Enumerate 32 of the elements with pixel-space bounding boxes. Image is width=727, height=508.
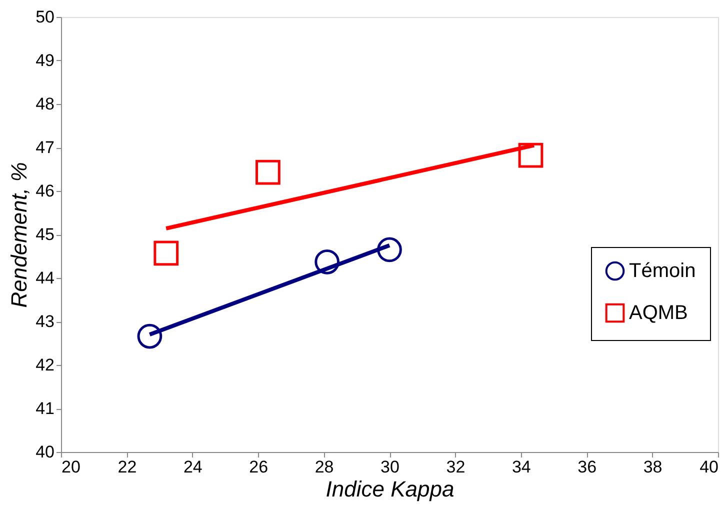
x-tick-label: 32 <box>446 458 466 476</box>
x-tick-label: 28 <box>314 458 334 476</box>
legend-label: AQMB <box>629 302 688 324</box>
x-axis-title: Indice Kappa <box>326 476 454 502</box>
y-tick-label: 48 <box>36 94 54 114</box>
y-tick-label: 42 <box>36 356 54 374</box>
point <box>518 142 544 168</box>
y-tick-label: 40 <box>36 442 54 462</box>
x-tick-label: 20 <box>62 458 80 476</box>
x-tick-label: 26 <box>249 458 268 476</box>
point <box>314 249 340 274</box>
y-tick-label: 50 <box>36 8 54 26</box>
y-axis-title: Rendement, % <box>6 162 32 308</box>
legend-label: Témoin <box>629 260 696 282</box>
y-tick-label: 45 <box>36 225 54 244</box>
y-tick-label: 43 <box>36 312 54 331</box>
y-tick-label: 46 <box>36 182 54 200</box>
y-tick-label: 44 <box>36 268 54 288</box>
x-tick-label: 34 <box>512 458 531 476</box>
x-tick-label: 24 <box>183 458 202 476</box>
y-tick-label: 47 <box>36 138 54 157</box>
x-tick-label: 38 <box>643 458 662 476</box>
y-tick-label: 49 <box>36 51 54 70</box>
x-tick-label: 40 <box>700 458 718 476</box>
point <box>256 160 280 185</box>
y-tick-label: 41 <box>36 399 54 418</box>
point <box>154 240 179 266</box>
x-tick-label: 30 <box>380 458 400 476</box>
point <box>377 237 402 262</box>
x-tick-label: 36 <box>578 458 597 476</box>
point <box>137 324 162 349</box>
x-tick-label: 22 <box>118 458 137 476</box>
